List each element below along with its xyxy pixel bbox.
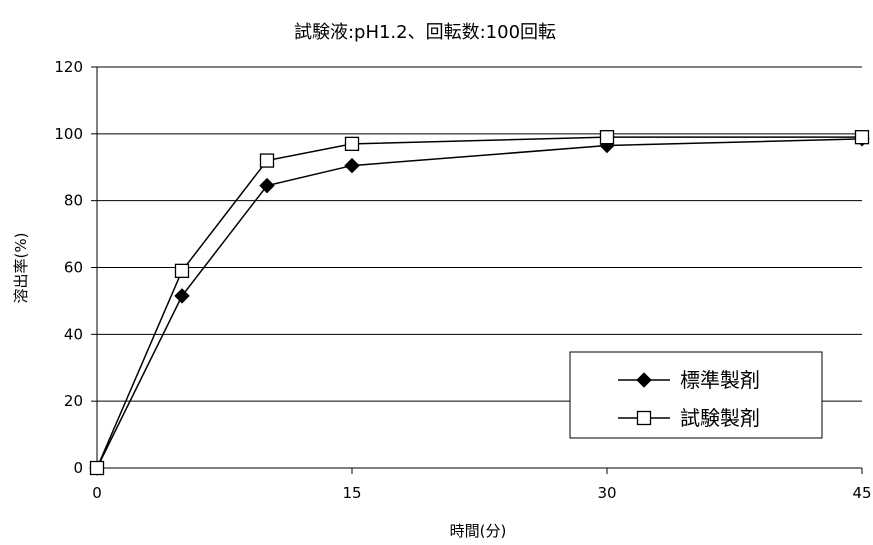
legend-label-2: 試験製剤 [680,406,760,430]
x-tick-label-0: 0 [92,484,102,502]
legend-marker-1 [636,372,652,388]
series-line-2 [96,136,862,469]
y-axis-label: 溶出率(%) [12,233,30,304]
legend-item-1: 標準製剤 [618,368,760,392]
series-line-1 [96,138,863,469]
axes: 0 20 40 60 80 100 120 0 15 30 45 [54,58,871,502]
grid-lines [97,66,862,402]
chart-title: 試験液:pH1.2、回転数:100回転 [294,22,556,43]
data-point-s2-5 [854,130,870,145]
x-tick-label-45: 45 [852,484,871,502]
y-tick-label-120: 120 [54,58,83,76]
data-point-s2-4 [599,130,615,145]
data-point-s2-0 [89,460,105,476]
data-point-s1-2 [259,177,275,194]
legend-item-2: 試験製剤 [618,406,760,430]
legend-marker-2 [636,410,652,426]
y-tick-label-0: 0 [73,459,83,477]
y-tick-label-80: 80 [64,192,83,210]
data-point-s2-1 [174,263,190,278]
x-tick-label-15: 15 [342,484,361,502]
y-tick-label-40: 40 [64,325,83,343]
data-point-s1-3 [344,157,360,174]
series-2 [89,130,870,476]
legend-label-1: 標準製剤 [680,368,760,392]
data-point-s2-2 [259,153,275,168]
series-group [89,130,870,476]
y-tick-label-60: 60 [64,259,83,277]
data-point-s1-1 [174,288,190,304]
x-axis-label: 時間(分) [450,522,507,540]
y-tick-label-20: 20 [64,392,83,410]
y-tick-label-100: 100 [54,125,83,143]
legend-box [569,351,823,439]
data-point-s2-3 [344,136,360,152]
x-tick-label-30: 30 [597,484,616,502]
